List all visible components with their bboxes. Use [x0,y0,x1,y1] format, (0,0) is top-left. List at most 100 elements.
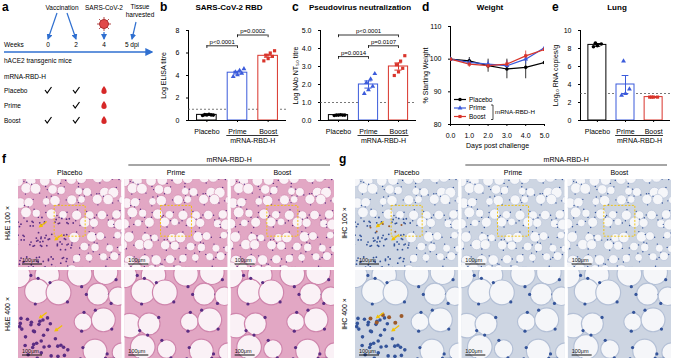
svg-text:Prime: Prime [228,128,246,135]
svg-text:p<0.0001: p<0.0001 [356,28,382,34]
svg-text:5.0: 5.0 [302,27,312,34]
svg-text:Prime: Prime [359,128,377,135]
svg-text:0: 0 [46,41,50,48]
svg-text:1.0: 1.0 [464,132,474,139]
svg-text:100μm: 100μm [22,348,39,354]
html-text:Weight: Weight [476,3,504,12]
svg-text:IHC 400 ×: IHC 400 × [341,298,348,330]
svg-text:IHC 100 ×: IHC 100 × [341,207,348,239]
svg-text:mRNA-RBD-H: mRNA-RBD-H [4,73,46,80]
svg-text:2: 2 [74,41,78,48]
svg-text:8: 8 [568,45,572,52]
svg-text:p=0.0107: p=0.0107 [371,39,397,45]
svg-text:Boost: Boost [610,169,628,176]
html-text:d: d [422,0,430,14]
svg-text:Boost: Boost [469,113,486,120]
svg-text:mRNA-RBD-H: mRNA-RBD-H [361,137,406,144]
svg-text:H&E 100 ×: H&E 100 × [4,206,11,240]
svg-text:f: f [2,152,7,166]
html-text:e: e [552,0,559,14]
svg-text:100: 100 [430,55,442,62]
svg-text:100μm: 100μm [22,257,39,263]
svg-text:Placebo: Placebo [469,96,493,103]
svg-text:90: 90 [434,88,442,95]
svg-text:Boost: Boost [390,128,408,135]
svg-text:% Starting Weight: % Starting Weight [422,48,430,104]
svg-text:Placebo: Placebo [4,87,28,94]
svg-text:Boost: Boost [259,128,277,135]
svg-text:1.0: 1.0 [302,99,312,106]
svg-text:Weeks: Weeks [4,41,24,48]
html-text:c: c [292,0,299,14]
svg-text:0.0: 0.0 [446,132,456,139]
svg-text:Prime: Prime [616,128,634,135]
svg-text:Vaccination: Vaccination [45,4,79,11]
svg-text:Boost: Boost [273,169,291,176]
svg-text:3.0: 3.0 [502,132,512,139]
svg-text:10: 10 [564,27,572,34]
svg-text:100μm: 100μm [359,348,376,354]
svg-text:p<0.0001: p<0.0001 [210,39,236,45]
svg-text:6: 6 [568,63,572,70]
svg-text:100μm: 100μm [465,257,482,263]
svg-text:4: 4 [176,72,180,79]
svg-text:100μm: 100μm [235,348,252,354]
svg-text:100μm: 100μm [128,348,145,354]
svg-text:Placebo: Placebo [194,128,219,135]
svg-text:100μm: 100μm [465,348,482,354]
html-text:SARS-CoV-2 RBD: SARS-CoV-2 RBD [195,3,263,12]
svg-text:100μm: 100μm [359,257,376,263]
svg-text:mRNA-RBD-H: mRNA-RBD-H [617,137,662,144]
svg-text:Log NAb NT₅₀ titre: Log NAb NT₅₀ titre [292,46,300,104]
html-text:Pseudovirus neutralization: Pseudovirus neutralization [308,3,412,12]
svg-text:Tissueharvested: Tissueharvested [126,3,155,18]
svg-text:Placebo: Placebo [326,128,351,135]
html-text:b: b [160,0,168,14]
svg-text:Placebo: Placebo [57,169,82,176]
svg-text:Prime: Prime [504,169,522,176]
svg-text:100μm: 100μm [235,257,252,263]
svg-text:5.0: 5.0 [540,132,550,139]
svg-text:5 dpi: 5 dpi [125,41,139,49]
svg-text:0: 0 [176,117,180,124]
svg-text:Days post challenge: Days post challenge [466,142,529,150]
svg-text:4.0: 4.0 [521,132,531,139]
svg-text:80: 80 [434,121,442,128]
svg-text:mRNA-RBD-H: mRNA-RBD-H [495,108,535,115]
svg-text:6: 6 [176,49,180,56]
svg-text:Placebo: Placebo [585,128,610,135]
svg-text:2: 2 [568,99,572,106]
svg-text:4: 4 [568,81,572,88]
svg-text:mRNA-RBD-H: mRNA-RBD-H [207,156,252,163]
svg-text:0: 0 [568,117,572,124]
svg-text:mRNA-RBD-H: mRNA-RBD-H [544,156,589,163]
svg-text:8: 8 [176,27,180,34]
html-text:Lung: Lung [607,3,627,12]
svg-text:Log ELISA titre: Log ELISA titre [160,52,168,99]
svg-text:SARS-CoV-2: SARS-CoV-2 [85,4,123,11]
svg-text:100μm: 100μm [128,257,145,263]
svg-text:4.0: 4.0 [302,45,312,52]
svg-text:3.0: 3.0 [302,63,312,70]
svg-text:mRNA-RBD-H: mRNA-RBD-H [230,137,275,144]
svg-text:Prime: Prime [469,104,486,111]
svg-text:g: g [339,152,346,166]
svg-text:Log₁₀ RNA copies/g: Log₁₀ RNA copies/g [552,45,560,106]
svg-text:2: 2 [176,94,180,101]
svg-text:2.0: 2.0 [483,132,493,139]
svg-text:p=0.0014: p=0.0014 [341,50,367,56]
svg-text:Boost: Boost [4,117,21,124]
svg-text:100μm: 100μm [572,348,589,354]
svg-text:4: 4 [102,41,106,48]
svg-text:Boost: Boost [645,128,663,135]
svg-text:H&E 400 ×: H&E 400 × [4,297,11,331]
svg-text:hACE2 transgenic mice: hACE2 transgenic mice [4,57,72,65]
svg-text:Prime: Prime [167,169,185,176]
svg-text:110: 110 [430,23,441,30]
svg-text:0.0: 0.0 [302,117,312,124]
svg-text:p=0.0002: p=0.0002 [240,28,266,34]
svg-text:100μm: 100μm [572,257,589,263]
svg-text:2.0: 2.0 [302,81,312,88]
svg-text:Prime: Prime [4,102,21,109]
svg-text:Placebo: Placebo [394,169,419,176]
